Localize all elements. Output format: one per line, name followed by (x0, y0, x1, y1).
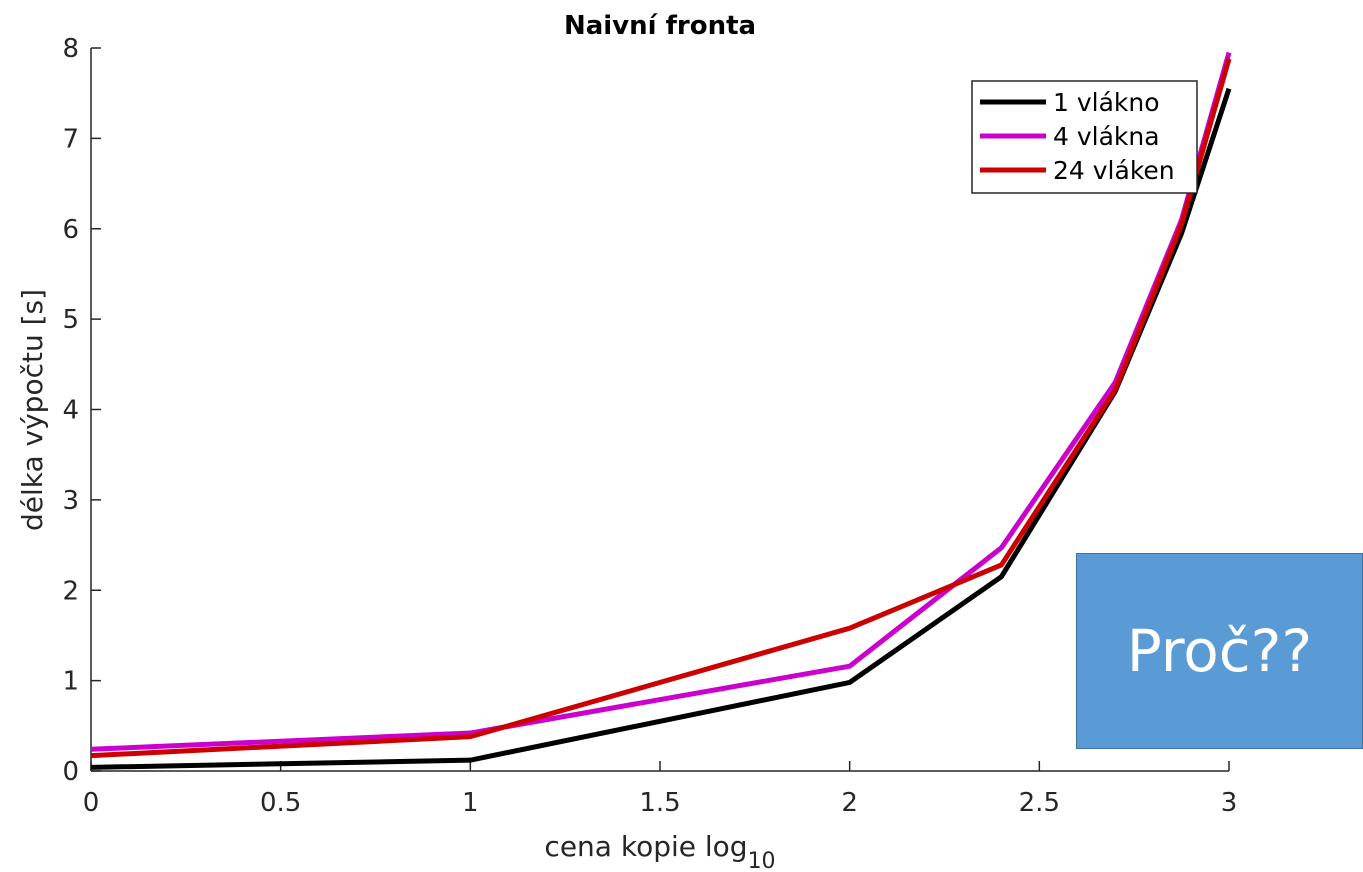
series-line-3 (90, 58, 1232, 759)
x-tick-label: 1 (462, 788, 479, 818)
x-tick-label: 2.5 (1019, 788, 1060, 818)
legend-label: 1 vlákno (1053, 88, 1160, 117)
series-group (90, 51, 1232, 770)
x-axis-label-subscript: 10 (748, 849, 776, 872)
x-tick-label: 1.5 (639, 788, 680, 818)
callout-box: Proč?? (1076, 553, 1363, 749)
axes: 0 0.5 1 1.5 2 2.5 3 0 1 2 3 4 5 6 7 8 (62, 34, 1237, 818)
y-tick-label: 8 (62, 34, 79, 64)
y-tick-label: 3 (62, 486, 79, 516)
x-tick-label: 0 (83, 788, 100, 818)
series-line-1 (90, 87, 1232, 770)
legend-label: 4 vlákna (1053, 122, 1160, 151)
y-tick-label: 4 (62, 396, 79, 426)
x-tick-label: 2 (841, 788, 858, 818)
y-tick-label: 2 (62, 576, 79, 606)
x-axis-label-main: cena kopie log (544, 830, 747, 863)
callout-text: Proč?? (1126, 617, 1313, 685)
legend: 1 vlákno 4 vlákna 24 vláken (971, 80, 1198, 194)
y-tick-label: 0 (62, 757, 79, 787)
chart-title: Naivní fronta (564, 11, 756, 41)
x-tick-label: 3 (1221, 788, 1238, 818)
y-tick-label: 1 (62, 667, 79, 697)
legend-label: 24 vláken (1053, 156, 1175, 185)
x-axis-label: cena kopie log10 (544, 830, 775, 872)
y-axis-label: délka výpočtu [s] (16, 289, 49, 531)
y-tick-label: 7 (62, 124, 79, 154)
y-tick-label: 6 (62, 215, 79, 245)
y-tick-label: 5 (62, 305, 79, 335)
x-tick-label: 0.5 (260, 788, 301, 818)
